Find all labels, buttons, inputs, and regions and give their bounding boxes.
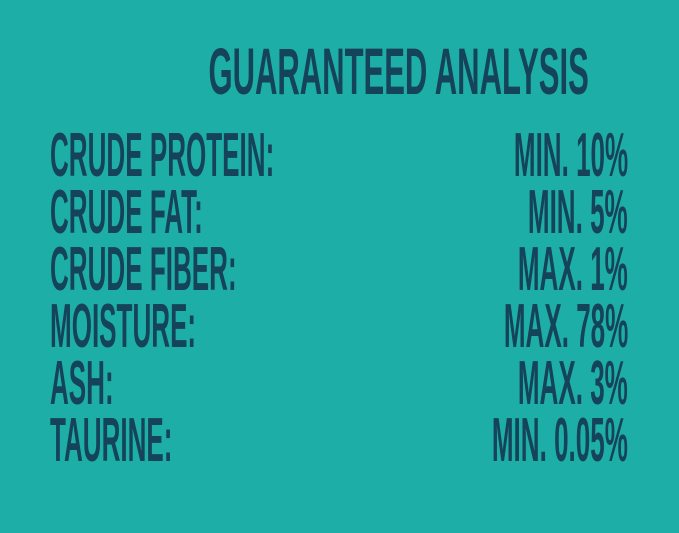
nutrient-value: MAX. 1% <box>518 235 628 304</box>
nutrient-label: TAURINE: <box>50 406 173 475</box>
nutrient-value: MAX. 78% <box>503 292 628 361</box>
nutrient-value: MAX. 3% <box>518 349 628 418</box>
nutrient-label: CRUDE FIBER: <box>50 235 237 304</box>
analysis-row: CRUDE PROTEIN: MIN. 10% <box>50 121 628 190</box>
nutrient-value: MIN. 10% <box>513 121 628 190</box>
nutrient-value: MIN. 0.05% <box>491 406 628 475</box>
analysis-row: MOISTURE: MAX. 78% <box>50 292 628 361</box>
analysis-row: CRUDE FIBER: MAX. 1% <box>50 235 628 304</box>
page-title: GUARANTEED ANALYSIS <box>208 34 589 108</box>
nutrient-label: MOISTURE: <box>50 292 197 361</box>
nutrient-label: ASH: <box>50 349 114 418</box>
analysis-row: CRUDE FAT: MIN. 5% <box>50 178 628 247</box>
nutrient-label: CRUDE PROTEIN: <box>50 121 275 190</box>
analysis-row: TAURINE: MIN. 0.05% <box>50 406 628 475</box>
nutrient-value: MIN. 5% <box>528 178 628 247</box>
nutrient-label: CRUDE FAT: <box>50 178 203 247</box>
analysis-table: CRUDE PROTEIN: MIN. 10% CRUDE FAT: MIN. 5%… <box>50 121 628 475</box>
analysis-row: ASH: MAX. 3% <box>50 349 628 418</box>
